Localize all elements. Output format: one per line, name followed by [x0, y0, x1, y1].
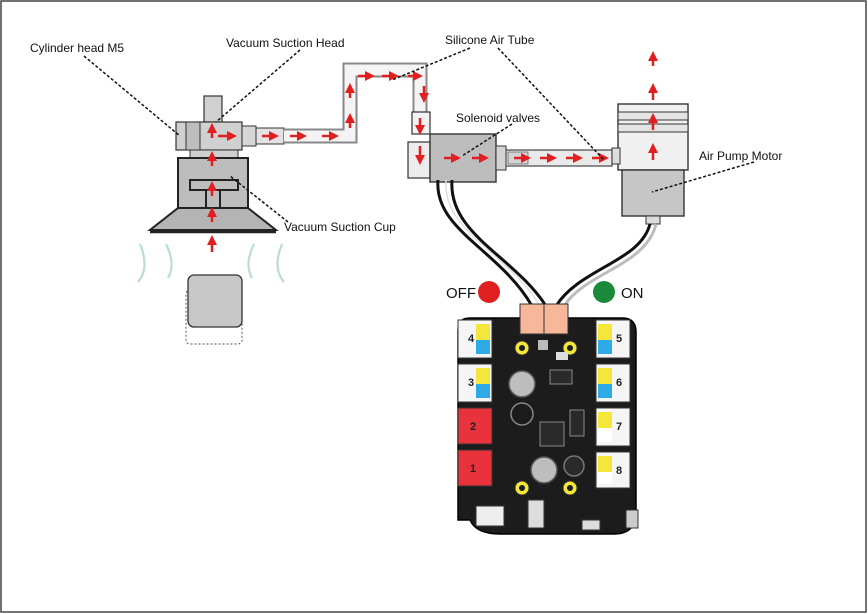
leader-cylinder-head — [83, 55, 181, 137]
buzzer — [563, 455, 585, 477]
port-label-8: 8 — [616, 465, 622, 477]
lifted-object — [187, 274, 243, 328]
port-label-3: 3 — [468, 377, 474, 389]
airflow-line — [137, 243, 146, 283]
label-air-tube: Silicone Air Tube — [445, 33, 535, 47]
label-solenoid: Solenoid valves — [456, 111, 540, 125]
airflow-line — [165, 243, 173, 279]
label-pump-motor: Air Pump Motor — [699, 149, 782, 163]
label-vacuum-head: Vacuum Suction Head — [226, 36, 345, 50]
airflow-line — [247, 243, 255, 279]
ic-chip — [549, 369, 573, 385]
board-components — [475, 340, 639, 531]
label-suction-cup: Vacuum Suction Cup — [284, 220, 396, 234]
cylinder-head-m5 — [185, 121, 201, 151]
dc-jack — [527, 499, 545, 529]
port-label-4: 4 — [468, 333, 475, 345]
capacitor — [510, 402, 534, 426]
micro-usb — [581, 519, 601, 531]
airflow-lines — [137, 243, 285, 283]
port-label-2: 2 — [470, 421, 476, 433]
pump-inlet — [611, 147, 621, 165]
flow-arrows — [207, 51, 658, 252]
port-label-1: 1 — [470, 463, 476, 475]
capacitor — [508, 370, 536, 398]
port-1 — [457, 449, 493, 487]
smd — [538, 340, 548, 350]
airflow-line — [276, 243, 285, 283]
label-cylinder-head: Cylinder head M5 — [30, 41, 124, 55]
ic-chip — [569, 409, 585, 437]
leader-pump — [651, 161, 755, 193]
usb-port — [475, 505, 505, 527]
valve-outlet — [495, 145, 507, 171]
on-label: ON — [621, 285, 644, 302]
air-pump-motor — [621, 169, 685, 217]
mcu-chip — [539, 421, 565, 447]
capacitor — [530, 456, 558, 484]
head-fitting — [241, 125, 257, 147]
motor-terminal — [645, 215, 661, 225]
on-dot-icon — [593, 281, 615, 303]
right-ports — [595, 319, 631, 489]
leader-lines — [83, 47, 755, 223]
port-2 — [457, 407, 493, 445]
air-pump — [611, 103, 689, 225]
vacuum-suction-assembly — [147, 95, 285, 234]
smd — [556, 352, 568, 360]
control-board: 4 3 2 1 5 6 7 8 — [457, 303, 639, 535]
port-label-5: 5 — [616, 333, 622, 345]
head-neck — [189, 149, 239, 159]
off-dot-icon — [478, 281, 500, 303]
leader-tube-left — [391, 47, 471, 81]
leader-vacuum-head — [215, 49, 301, 123]
suction-cup-slot — [189, 179, 239, 191]
cylinder-top — [203, 95, 223, 123]
leader-tube-right — [497, 47, 605, 161]
leader-suction-cup — [229, 175, 289, 223]
off-label: OFF — [446, 285, 476, 302]
port-label-7: 7 — [616, 421, 622, 433]
audio-jack — [625, 509, 639, 529]
wires — [436, 179, 658, 307]
left-ports — [457, 319, 493, 487]
port-label-6: 6 — [616, 377, 622, 389]
